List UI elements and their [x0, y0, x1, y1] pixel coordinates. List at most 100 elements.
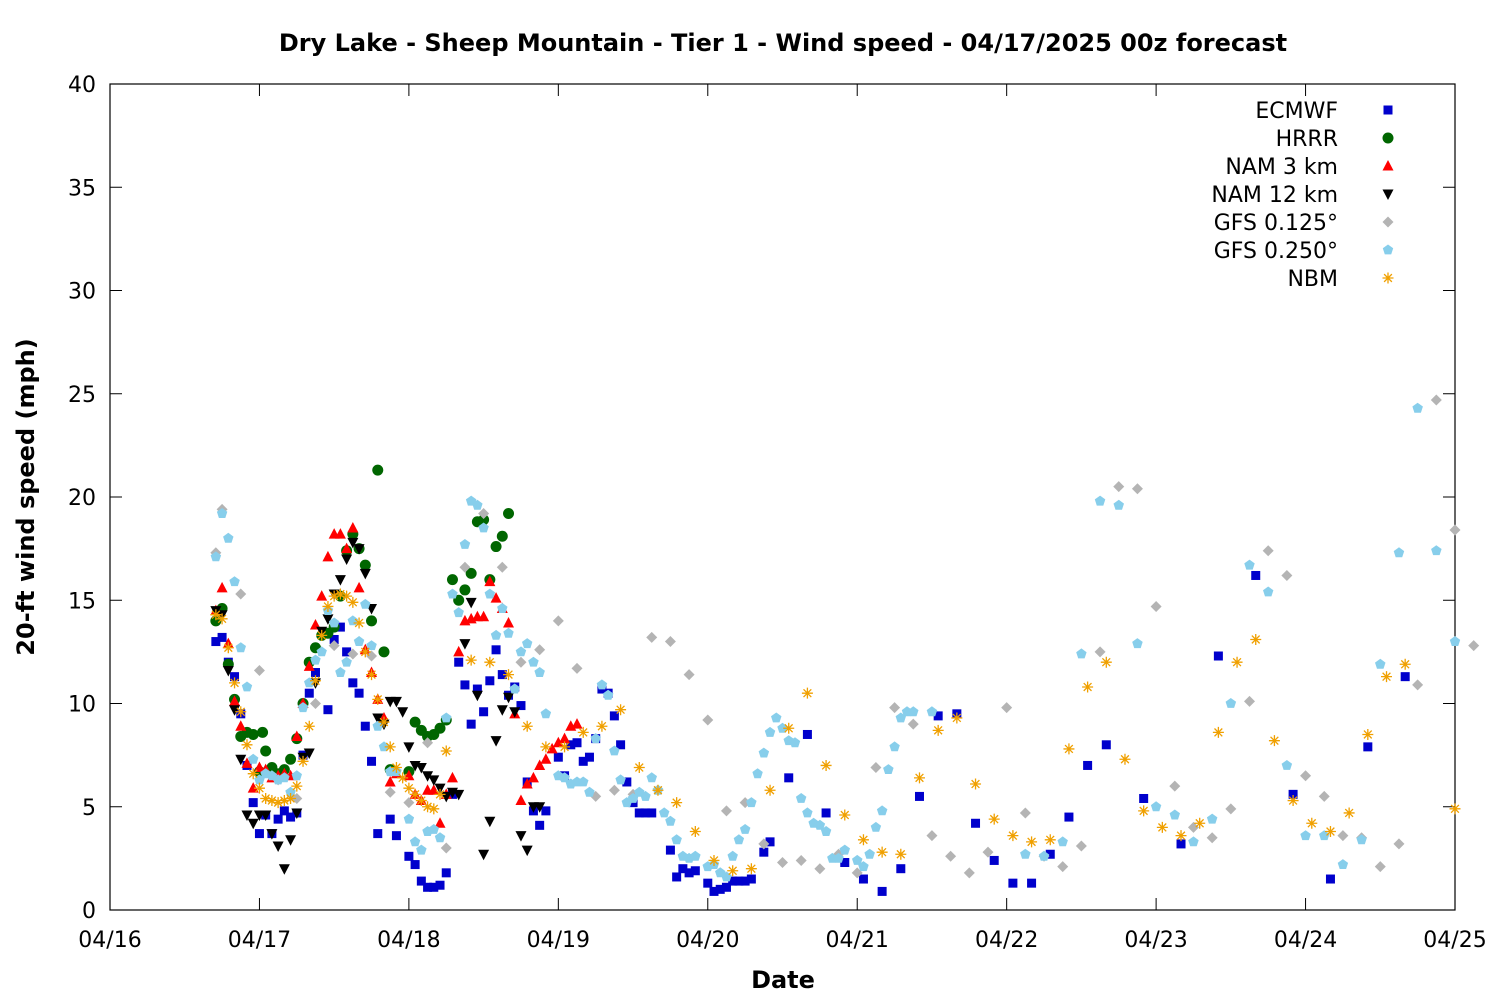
data-point [566, 740, 576, 750]
data-point [857, 834, 869, 846]
series-gfs-0-250- [210, 402, 1461, 882]
data-point [647, 808, 657, 818]
data-point [926, 706, 938, 717]
data-point [988, 813, 1000, 825]
data-point [459, 539, 471, 549]
data-point [515, 794, 527, 806]
data-point [534, 667, 545, 677]
data-point [1082, 681, 1094, 693]
data-point [484, 816, 496, 828]
data-point [329, 634, 339, 644]
data-point [503, 616, 515, 628]
data-point [1176, 839, 1186, 849]
data-point [341, 590, 353, 602]
data-point [820, 826, 832, 836]
data-point [727, 865, 739, 877]
data-point [913, 772, 925, 784]
data-point [664, 636, 676, 648]
data-point [515, 831, 527, 842]
data-point [1188, 836, 1199, 847]
data-point [1324, 826, 1336, 838]
data-point [359, 568, 371, 580]
data-point [367, 756, 377, 766]
data-point [409, 788, 421, 800]
data-point [316, 629, 328, 641]
data-point [1287, 795, 1299, 807]
data-point [285, 792, 297, 804]
data-point [876, 805, 888, 816]
data-point [734, 876, 744, 886]
data-point [596, 679, 608, 690]
data-point [540, 741, 552, 753]
data-point [341, 554, 353, 565]
data-point [409, 836, 421, 847]
x-tick-label: 04/23 [1124, 928, 1187, 953]
x-tick-label: 04/20 [676, 928, 739, 953]
data-point [385, 814, 395, 824]
data-point [347, 537, 359, 549]
legend-label: GFS 0.125° [1214, 211, 1338, 236]
data-point [347, 521, 359, 533]
data-point [1194, 817, 1206, 829]
data-point [1057, 836, 1068, 847]
data-point [478, 514, 490, 526]
data-point [634, 808, 644, 818]
data-point [1325, 874, 1335, 884]
data-point [801, 687, 813, 699]
data-point [516, 701, 526, 711]
data-point [316, 590, 328, 601]
data-point [272, 797, 284, 809]
data-point [795, 793, 807, 803]
data-point [257, 726, 269, 738]
data-point [1213, 651, 1223, 661]
data-point [1449, 803, 1461, 815]
data-point [223, 532, 234, 543]
data-point [478, 508, 490, 520]
legend-marker [1382, 189, 1394, 200]
data-point [622, 777, 632, 787]
data-point [1449, 524, 1461, 536]
data-point [247, 818, 259, 830]
data-point [248, 798, 258, 808]
data-point [1206, 832, 1218, 844]
legend-label: ECMWF [1255, 99, 1338, 124]
data-point [615, 704, 627, 716]
data-point [260, 792, 272, 804]
chart-title: Dry Lake - Sheep Mountain - Tier 1 - Win… [279, 29, 1287, 57]
data-point [484, 575, 496, 587]
data-point [328, 590, 340, 602]
data-point [366, 640, 377, 651]
data-point [896, 864, 906, 874]
data-point [497, 670, 507, 680]
data-point [309, 675, 321, 687]
data-point [1138, 805, 1150, 817]
data-point [453, 607, 464, 618]
y-tick-label: 0 [82, 899, 96, 924]
x-axis: 04/16 04/17 04/18 04/19 04/20 04/21 04/22 04/23… [78, 84, 1487, 953]
data-point [652, 784, 664, 796]
data-point [335, 667, 346, 677]
data-point [279, 806, 289, 816]
data-point [571, 718, 583, 729]
data-point [484, 588, 496, 599]
data-point [1001, 702, 1013, 714]
data-point [1244, 559, 1255, 570]
legend-marker [1383, 105, 1393, 115]
legend: ECMWF HRRR NAM 3 km NAM 12 km GFS 0.125° GFS … [1211, 99, 1394, 292]
y-tick-label: 5 [82, 796, 96, 821]
series-nbm [210, 588, 1461, 877]
data-point [334, 528, 346, 539]
data-point [359, 559, 371, 571]
data-point [428, 775, 440, 786]
data-point [384, 741, 396, 753]
data-point [1038, 850, 1050, 861]
data-point [1101, 740, 1111, 750]
data-point [541, 806, 551, 816]
data-point [739, 824, 751, 834]
data-point [1045, 849, 1055, 859]
data-point [795, 854, 807, 866]
data-point [1175, 830, 1187, 842]
data-point [1288, 789, 1298, 799]
data-point [373, 829, 383, 839]
data-point [535, 820, 545, 830]
